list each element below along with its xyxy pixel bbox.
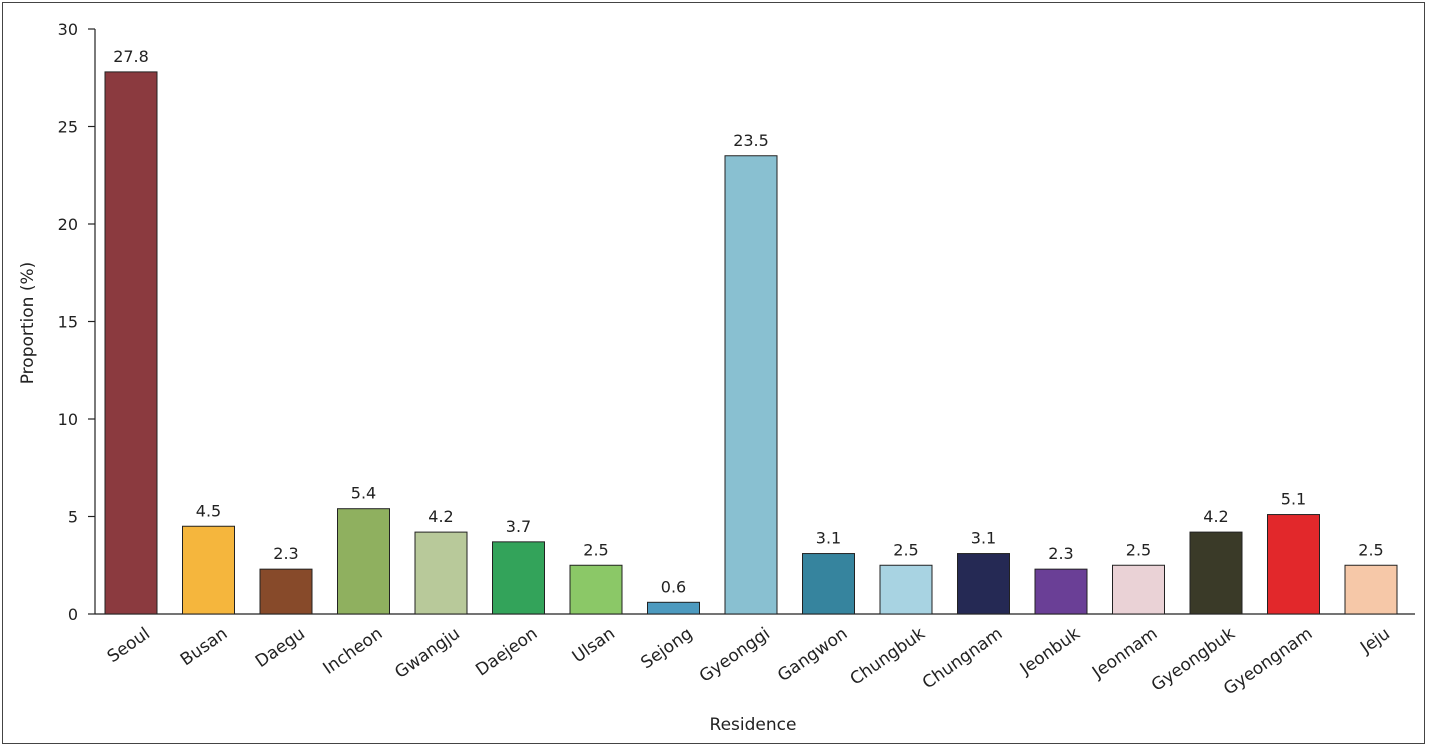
bar-daegu xyxy=(259,568,313,615)
data-label-jeonbuk: 2.3 xyxy=(1048,544,1073,563)
bar-gyeongbuk xyxy=(1189,531,1243,615)
x-axis-title: Residence xyxy=(710,715,797,735)
bar-chungnam xyxy=(957,553,1010,615)
bar-chart: 0 5 10 15 20 25 30 27.8 4.5 2.3 5.4 4.2 3.7 2.5 0.6 23… xyxy=(18,20,1415,735)
x-tick-label-jeonbuk: Jeonbuk xyxy=(1016,624,1084,680)
data-label-gyeongbuk: 4.2 xyxy=(1203,507,1228,526)
bar-jeonnam xyxy=(1112,564,1165,615)
data-label-seoul: 27.8 xyxy=(113,47,149,66)
bars-group xyxy=(104,71,1398,615)
data-label-jeju: 2.5 xyxy=(1358,540,1383,559)
x-tick-label-jeju: Jeju xyxy=(1356,624,1394,659)
x-tick-label-incheon: Incheon xyxy=(320,624,387,679)
bar-busan xyxy=(182,525,235,615)
x-tick-label-daegu: Daegu xyxy=(252,624,309,672)
data-label-ulsan: 2.5 xyxy=(583,540,608,559)
y-tick-label: 5 xyxy=(68,508,78,527)
data-label-jeonnam: 2.5 xyxy=(1126,540,1151,559)
y-tick-label: 25 xyxy=(58,118,78,137)
x-tick-label-ulsan: Ulsan xyxy=(569,624,619,667)
data-label-chungnam: 3.1 xyxy=(971,529,996,548)
x-tick-label-chungbuk: Chungbuk xyxy=(847,624,929,690)
x-tick-label-gangwon: Gangwon xyxy=(774,624,851,686)
y-tick-label: 20 xyxy=(58,215,78,234)
x-tick-label-sejong: Sejong xyxy=(637,624,696,674)
y-tick-label: 30 xyxy=(58,20,78,39)
bar-ulsan xyxy=(569,564,623,615)
bar-daejeon xyxy=(492,541,545,615)
data-label-daejeon: 3.7 xyxy=(506,517,531,536)
bar-jeju xyxy=(1344,564,1398,615)
bar-gyeonggi xyxy=(724,155,778,615)
bar-incheon xyxy=(337,508,390,615)
bar-seoul xyxy=(104,71,158,615)
x-tick-label-gwangju: Gwangju xyxy=(391,624,464,683)
data-label-sejong: 0.6 xyxy=(661,577,686,596)
x-tick-label-jeonnam: Jeonnam xyxy=(1088,624,1161,684)
data-label-gangwon: 3.1 xyxy=(816,529,841,548)
bar-sejong xyxy=(647,601,700,615)
bar-gangwon xyxy=(802,553,855,615)
data-label-busan: 4.5 xyxy=(196,501,221,520)
y-tick-label: 15 xyxy=(58,313,78,332)
data-label-gwangju: 4.2 xyxy=(428,507,453,526)
y-tick-label: 10 xyxy=(58,410,78,429)
data-labels-group: 27.8 4.5 2.3 5.4 4.2 3.7 2.5 0.6 23.5 3.1 2.5 3.1 2.… xyxy=(113,47,1384,596)
bar-gyeongnam xyxy=(1267,514,1320,615)
x-tick-label-seoul: Seoul xyxy=(104,624,154,667)
data-label-chungbuk: 2.5 xyxy=(893,540,918,559)
data-label-incheon: 5.4 xyxy=(351,484,376,503)
bar-jeonbuk xyxy=(1034,568,1088,615)
y-tick-label: 0 xyxy=(68,605,78,624)
data-label-gyeonggi: 23.5 xyxy=(733,131,769,150)
x-tick-label-gyeonggi: Gyeonggi xyxy=(696,624,774,687)
category-labels-group: Seoul Busan Daegu Incheon Gwangju Daejeon Ulsa… xyxy=(104,624,1394,700)
x-tick-label-daejeon: Daejeon xyxy=(472,624,541,681)
bar-gwangju xyxy=(414,531,468,615)
x-tick-label-busan: Busan xyxy=(177,624,231,670)
data-label-gyeongnam: 5.1 xyxy=(1281,490,1306,509)
y-axis: 0 5 10 15 20 25 30 xyxy=(58,20,96,624)
y-axis-title: Proportion (%) xyxy=(18,262,38,385)
x-tick-label-chungnam: Chungnam xyxy=(919,624,1006,694)
data-label-daegu: 2.3 xyxy=(273,544,298,563)
bar-chungbuk xyxy=(879,564,933,615)
